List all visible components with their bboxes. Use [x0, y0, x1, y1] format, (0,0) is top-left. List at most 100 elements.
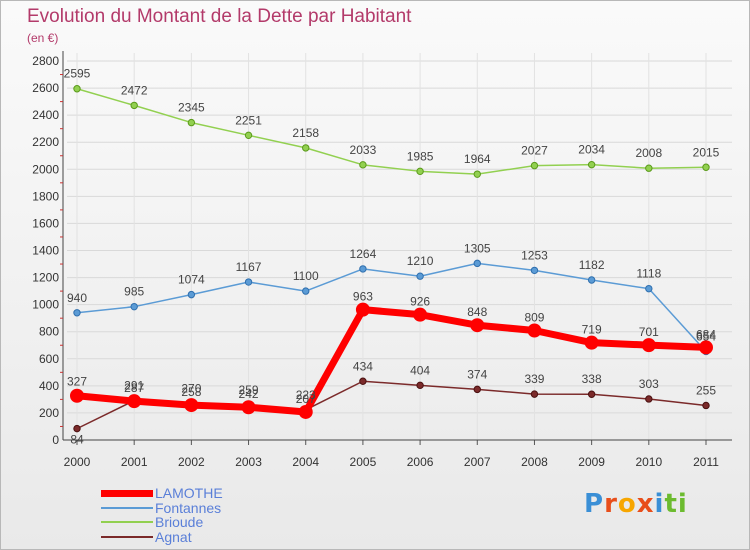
data-point-fontannes [473, 259, 481, 268]
data-label-brioude: 1985 [407, 149, 434, 163]
x-tick-label: 2007 [464, 455, 491, 469]
x-tick-label: 2008 [521, 455, 548, 469]
data-label-fontannes: 1074 [178, 273, 205, 287]
legend-label: LAMOTHE [155, 485, 223, 501]
x-tick-label: 2006 [407, 455, 434, 469]
data-point-lamothe [127, 394, 142, 409]
data-point-brioude [702, 163, 710, 171]
data-label-brioude: 2033 [350, 143, 377, 157]
y-tick-label: 1000 [32, 298, 59, 312]
data-point-lamothe [413, 307, 428, 322]
data-label-fontannes: 985 [124, 285, 144, 299]
series-line-fontannes [76, 262, 707, 352]
data-label-agnat: 303 [639, 377, 659, 391]
data-point-fontannes [359, 265, 367, 273]
y-tick-label: 0 [52, 433, 59, 447]
data-label-lamothe: 926 [410, 295, 430, 309]
legend-label: Fontannes [155, 499, 222, 516]
data-label-brioude: 2595 [64, 67, 91, 81]
data-label-fontannes: 1182 [579, 258, 605, 272]
chart-title: Evolution du Montant de la Dette par Hab… [27, 6, 412, 27]
data-point-lamothe [70, 388, 84, 403]
data-label-brioude: 2034 [578, 143, 605, 157]
legend-label: Agnat [155, 528, 192, 545]
x-tick-label: 2004 [292, 455, 319, 469]
data-label-lamothe: 719 [582, 323, 602, 337]
data-point-fontannes [587, 276, 596, 284]
data-label-lamothe: 207 [296, 392, 316, 406]
data-point-brioude [473, 170, 481, 178]
data-label-fontannes: 1210 [407, 254, 434, 268]
data-point-lamothe [527, 323, 542, 338]
data-point-agnat [473, 385, 481, 394]
data-point-brioude [645, 164, 653, 172]
data-label-agnat: 255 [696, 383, 716, 397]
data-label-brioude: 2472 [121, 83, 148, 97]
data-point-fontannes [244, 278, 253, 286]
data-label-agnat: 404 [410, 363, 430, 377]
y-tick-label: 1600 [32, 216, 59, 230]
legend-swatch [101, 521, 153, 523]
data-point-brioude [73, 85, 81, 93]
data-point-lamothe [241, 400, 256, 415]
data-point-brioude [530, 161, 539, 170]
series-line-lamothe [76, 306, 707, 416]
data-point-lamothe [355, 302, 370, 317]
y-tick-label: 600 [39, 352, 59, 366]
data-label-agnat: 270 [181, 381, 201, 395]
data-label-agnat: 434 [353, 359, 373, 373]
legend-label: Brioude [155, 514, 204, 530]
data-label-lamothe: 963 [353, 290, 373, 304]
y-tick-label: 1400 [32, 244, 59, 258]
x-tick-label: 2003 [235, 455, 262, 469]
data-point-lamothe [298, 404, 313, 419]
data-label-brioude: 2158 [292, 126, 319, 140]
data-label-brioude: 2345 [178, 101, 205, 115]
data-label-agnat: 84 [70, 433, 84, 447]
data-point-fontannes [645, 284, 653, 293]
y-tick-label: 400 [39, 379, 59, 393]
data-label-fontannes: 1253 [521, 248, 548, 262]
data-label-fontannes: 1100 [293, 269, 319, 283]
legend-swatch [101, 535, 153, 538]
y-tick-label: 2400 [32, 108, 59, 122]
data-point-brioude [187, 118, 196, 127]
series-line-brioude [76, 88, 707, 175]
proxiti-logo: Proxiti [584, 489, 688, 519]
data-point-agnat [587, 390, 596, 398]
data-label-lamothe: 701 [639, 325, 659, 339]
data-point-brioude [244, 131, 253, 140]
data-point-agnat [359, 377, 367, 385]
data-point-agnat [645, 395, 653, 403]
data-label-lamothe: 242 [239, 387, 259, 401]
data-point-lamothe [584, 335, 599, 350]
y-tick-label: 2200 [32, 135, 59, 149]
data-label-lamothe: 809 [524, 310, 544, 324]
x-tick-label: 2000 [64, 455, 91, 469]
data-label-lamothe: 684 [696, 327, 716, 341]
data-label-agnat: 338 [582, 372, 602, 386]
data-label-agnat: 259 [239, 383, 259, 397]
x-tick-label: 2011 [693, 455, 719, 469]
data-point-brioude [359, 161, 367, 169]
data-point-fontannes [416, 272, 424, 280]
y-tick-label: 1200 [32, 271, 59, 285]
y-tick-label: 2800 [32, 54, 59, 68]
data-point-agnat [702, 401, 710, 410]
y-tick-label: 2000 [32, 162, 59, 176]
data-point-agnat [416, 381, 424, 390]
data-label-lamothe: 287 [124, 381, 144, 395]
data-label-fontannes: 1167 [236, 260, 262, 274]
data-label-fontannes: 1118 [636, 267, 661, 281]
data-point-brioude [416, 167, 424, 176]
x-tick-label: 2009 [578, 455, 605, 469]
data-point-agnat [73, 424, 81, 433]
data-label-fontannes: 1305 [464, 241, 491, 255]
x-tick-label: 2005 [350, 455, 377, 469]
data-point-brioude [130, 101, 138, 110]
y-tick-label: 1800 [32, 189, 59, 203]
data-point-brioude [302, 144, 310, 152]
data-point-fontannes [187, 290, 196, 299]
data-label-agnat: 339 [524, 372, 544, 386]
